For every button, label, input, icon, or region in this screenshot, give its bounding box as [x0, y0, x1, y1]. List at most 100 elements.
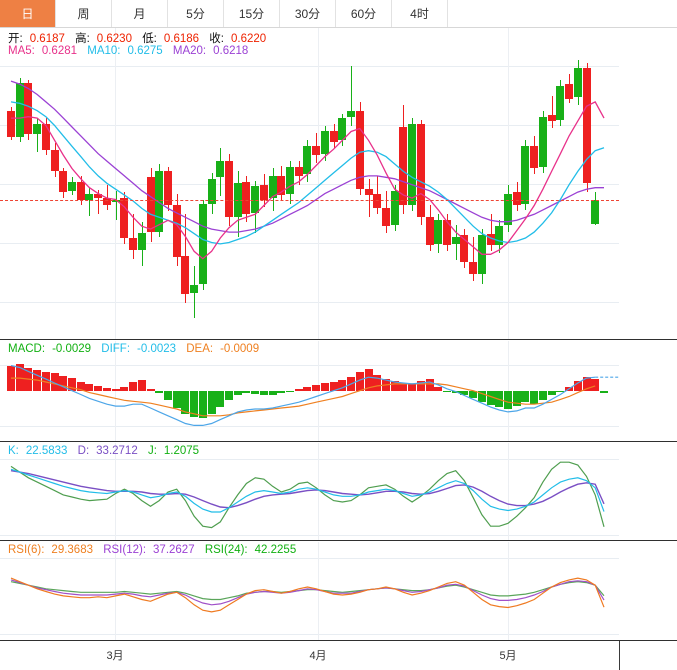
candle-body[interactable] [102, 198, 111, 206]
candle-body[interactable] [399, 127, 408, 206]
candle-body[interactable] [460, 235, 469, 262]
candle-body[interactable] [242, 181, 251, 215]
macd-histogram-bar [416, 381, 425, 391]
candle-body[interactable] [425, 217, 434, 246]
candle-body[interactable] [469, 261, 478, 274]
candle-body[interactable] [190, 285, 199, 293]
candle-body[interactable] [225, 161, 233, 218]
candle-body[interactable] [504, 193, 513, 225]
vertical-gridline [115, 341, 116, 442]
candle-body[interactable] [416, 124, 425, 218]
kdj-plot-area[interactable] [0, 443, 619, 541]
macd-histogram-bar [251, 390, 260, 394]
macd-histogram-bar [512, 390, 521, 407]
series-line [11, 377, 596, 417]
macd-histogram-bar [547, 390, 556, 396]
candle-body[interactable] [512, 192, 521, 206]
date-tick-label: 5月 [499, 650, 517, 662]
candle-body[interactable] [565, 84, 574, 99]
candle-body[interactable] [486, 233, 495, 246]
macd-histogram-bar [556, 390, 565, 393]
candle-body[interactable] [591, 199, 600, 224]
candle-body[interactable] [573, 67, 582, 98]
candle-body[interactable] [129, 238, 138, 250]
macd-histogram-bar [538, 390, 547, 401]
candle-body[interactable] [24, 82, 33, 135]
tab-1[interactable]: 周 [56, 0, 112, 27]
macd-histogram-bar [303, 386, 312, 391]
candle-body[interactable] [181, 255, 190, 295]
candle-body[interactable] [381, 208, 390, 227]
gridline [0, 426, 619, 428]
candle-body[interactable] [530, 146, 539, 169]
candle-body[interactable] [94, 193, 103, 199]
candle-body[interactable] [547, 115, 556, 122]
candle-body[interactable] [7, 111, 15, 137]
tab-4[interactable]: 15分 [224, 0, 280, 27]
candle-body[interactable] [521, 146, 530, 204]
candle-body[interactable] [286, 166, 295, 194]
candle-body[interactable] [76, 181, 85, 201]
candle-body[interactable] [207, 178, 216, 204]
macd-histogram-bar [355, 372, 364, 391]
candle-body[interactable] [355, 110, 364, 190]
candle-body[interactable] [15, 82, 24, 137]
series-line [10, 579, 605, 606]
macd-histogram-bar [373, 375, 382, 391]
gridline [0, 459, 619, 460]
candle-body[interactable] [303, 146, 312, 175]
candle-body[interactable] [33, 124, 42, 135]
candle-body[interactable] [137, 232, 146, 250]
macd-histogram-bar [294, 388, 303, 391]
macd-plot-area[interactable] [0, 341, 619, 442]
tab-2[interactable]: 月 [112, 0, 168, 27]
panel-separator [0, 339, 677, 340]
candle-body[interactable] [268, 175, 277, 199]
candle-body[interactable] [259, 184, 268, 200]
candle-body[interactable] [390, 190, 399, 225]
candle-body[interactable] [146, 177, 155, 233]
candle-body[interactable] [50, 149, 59, 172]
macd-histogram-bar [286, 390, 295, 393]
candle-body[interactable] [172, 205, 181, 258]
candle-body[interactable] [373, 193, 382, 209]
rsi-plot-area[interactable] [0, 542, 619, 640]
candle-body[interactable] [329, 131, 338, 142]
candle-body[interactable] [451, 236, 460, 244]
candle-wick [115, 190, 117, 221]
axis-corner [619, 641, 677, 670]
candle-body[interactable] [443, 220, 451, 246]
tab-7[interactable]: 4时 [392, 0, 448, 27]
candle-body[interactable] [320, 131, 329, 154]
candle-body[interactable] [216, 161, 225, 178]
candle-body[interactable] [85, 193, 94, 201]
tab-6[interactable]: 60分 [336, 0, 392, 27]
candle-body[interactable] [312, 146, 321, 156]
tab-0[interactable]: 日 [0, 0, 56, 27]
series-line [10, 365, 596, 427]
candle-body[interactable] [294, 166, 303, 176]
candle-body[interactable] [364, 189, 373, 196]
candle-body[interactable] [163, 171, 172, 206]
candle-body[interactable] [277, 175, 286, 196]
candle-body[interactable] [347, 110, 356, 117]
price-plot-area[interactable] [0, 28, 619, 340]
tab-3[interactable]: 5分 [168, 0, 224, 27]
macd-histogram-bar [225, 390, 233, 401]
candle-body[interactable] [582, 67, 591, 184]
candle-body[interactable] [538, 116, 547, 167]
candle-body[interactable] [495, 226, 504, 246]
candle-body[interactable] [68, 181, 77, 191]
macd-histogram-bar [469, 390, 478, 399]
candle-body[interactable] [120, 198, 129, 238]
candle-body[interactable] [111, 199, 120, 203]
candle-body[interactable] [59, 171, 68, 193]
candle-body[interactable] [556, 85, 565, 120]
candle-body[interactable] [41, 124, 50, 150]
macd-lines [10, 365, 619, 427]
tab-5[interactable]: 30分 [280, 0, 336, 27]
candle-body[interactable] [198, 203, 207, 284]
candle-body[interactable] [338, 118, 347, 141]
candle-body[interactable] [434, 220, 443, 244]
candle-body[interactable] [408, 124, 417, 206]
